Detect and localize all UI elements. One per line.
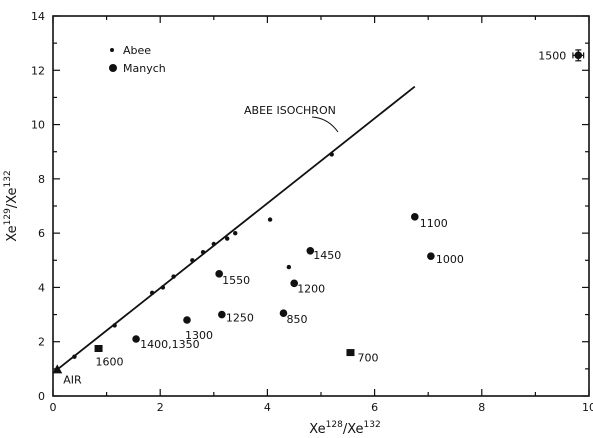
point-label: AIR xyxy=(63,373,82,386)
point-label: 700 xyxy=(357,352,378,365)
point-label: 1600 xyxy=(96,356,124,369)
x-axis-title-slash: /Xe xyxy=(343,422,364,437)
point-label: 1250 xyxy=(226,312,254,325)
y-tick-label: 0 xyxy=(38,390,45,403)
x-axis-title-num-sup: 128 xyxy=(326,420,343,430)
point-label: 1300 xyxy=(185,329,213,342)
abee-point xyxy=(190,258,195,263)
point-labels: 1500 1100 1000 1450 1550 1200 850 1250 13001400,… xyxy=(63,49,566,386)
y-tick-label: 12 xyxy=(31,64,45,77)
manych-point xyxy=(411,213,419,221)
manych-point xyxy=(290,279,299,288)
y-tick-label: 2 xyxy=(38,336,45,349)
point-label: 1000 xyxy=(436,253,464,266)
y-axis-title-slash: /Xe xyxy=(5,187,20,208)
legend-abee-label: Abee xyxy=(123,44,151,57)
abee-point xyxy=(233,230,238,236)
point-label: 1200 xyxy=(297,282,325,295)
abee-point xyxy=(171,274,176,279)
manych-point xyxy=(218,310,226,319)
y-axis-title-den-sup: 132 xyxy=(3,170,13,187)
legend: Abee Manych xyxy=(109,44,166,75)
svg-text:Xe129/Xe132: Xe129/Xe132 xyxy=(3,170,20,241)
manych-point xyxy=(183,316,191,324)
abee-point xyxy=(211,241,216,247)
point-label: 1450 xyxy=(313,249,341,262)
x-axis-title-num-base: Xe xyxy=(309,422,325,437)
abee-point xyxy=(329,152,334,157)
y-tick-label: 8 xyxy=(38,173,45,186)
svg-text:Xe128/Xe132: Xe128/Xe132 xyxy=(309,420,380,437)
manych-point xyxy=(346,349,355,357)
y-tick-label: 10 xyxy=(31,119,45,132)
y-tick-label: 6 xyxy=(38,227,45,240)
x-tick-label: 8 xyxy=(478,401,485,414)
abee-point xyxy=(72,354,77,359)
manych-point xyxy=(215,270,223,278)
x-tick-label: 6 xyxy=(371,401,378,414)
legend-abee-marker xyxy=(110,48,114,52)
ticks xyxy=(52,15,590,397)
isochron-label: ABEE ISOCHRON xyxy=(244,104,336,117)
x-tick-label: 0 xyxy=(50,401,57,414)
abee-point xyxy=(160,285,166,290)
y-tick-label: 14 xyxy=(31,10,45,23)
y-axis-title-num-base: Xe xyxy=(5,225,20,241)
isochron-label-arrow xyxy=(311,116,339,133)
x-tick-label: 4 xyxy=(264,401,271,414)
abee-points xyxy=(55,152,334,372)
x-axis-title-den-sup: 132 xyxy=(364,420,381,430)
point-label: 1500 xyxy=(538,49,566,62)
x-tick-label: 2 xyxy=(157,401,164,414)
abee-point xyxy=(200,249,206,255)
manych-point xyxy=(94,345,103,352)
point-label: 1400,1350 xyxy=(140,338,200,351)
manych-points xyxy=(52,49,585,374)
tick-labels: 0 2 4 6 8 10 0 2 4 6 8 10 12 14 xyxy=(31,10,593,414)
manych-point xyxy=(132,335,140,343)
abee-point xyxy=(149,290,155,296)
point-label: 1100 xyxy=(420,217,448,230)
point-label: 1550 xyxy=(222,274,250,287)
manych-point xyxy=(306,246,315,255)
isochron-line xyxy=(52,85,416,374)
legend-manych-label: Manych xyxy=(123,62,166,75)
abee-point xyxy=(225,236,230,241)
x-tick-label: 10 xyxy=(582,401,593,414)
abee-point xyxy=(112,323,117,328)
manych-point xyxy=(279,309,288,318)
legend-manych-marker xyxy=(109,64,117,72)
air-point xyxy=(52,364,63,374)
y-tick-label: 4 xyxy=(38,281,45,294)
x-axis-title: Xe128/Xe132 xyxy=(309,420,380,437)
abee-point xyxy=(267,217,273,222)
y-axis-title: Xe129/Xe132 xyxy=(3,170,20,241)
manych-point xyxy=(427,252,435,261)
point-label: 850 xyxy=(286,313,307,326)
abee-point xyxy=(286,264,292,270)
y-axis-title-num-sup: 129 xyxy=(3,208,13,225)
